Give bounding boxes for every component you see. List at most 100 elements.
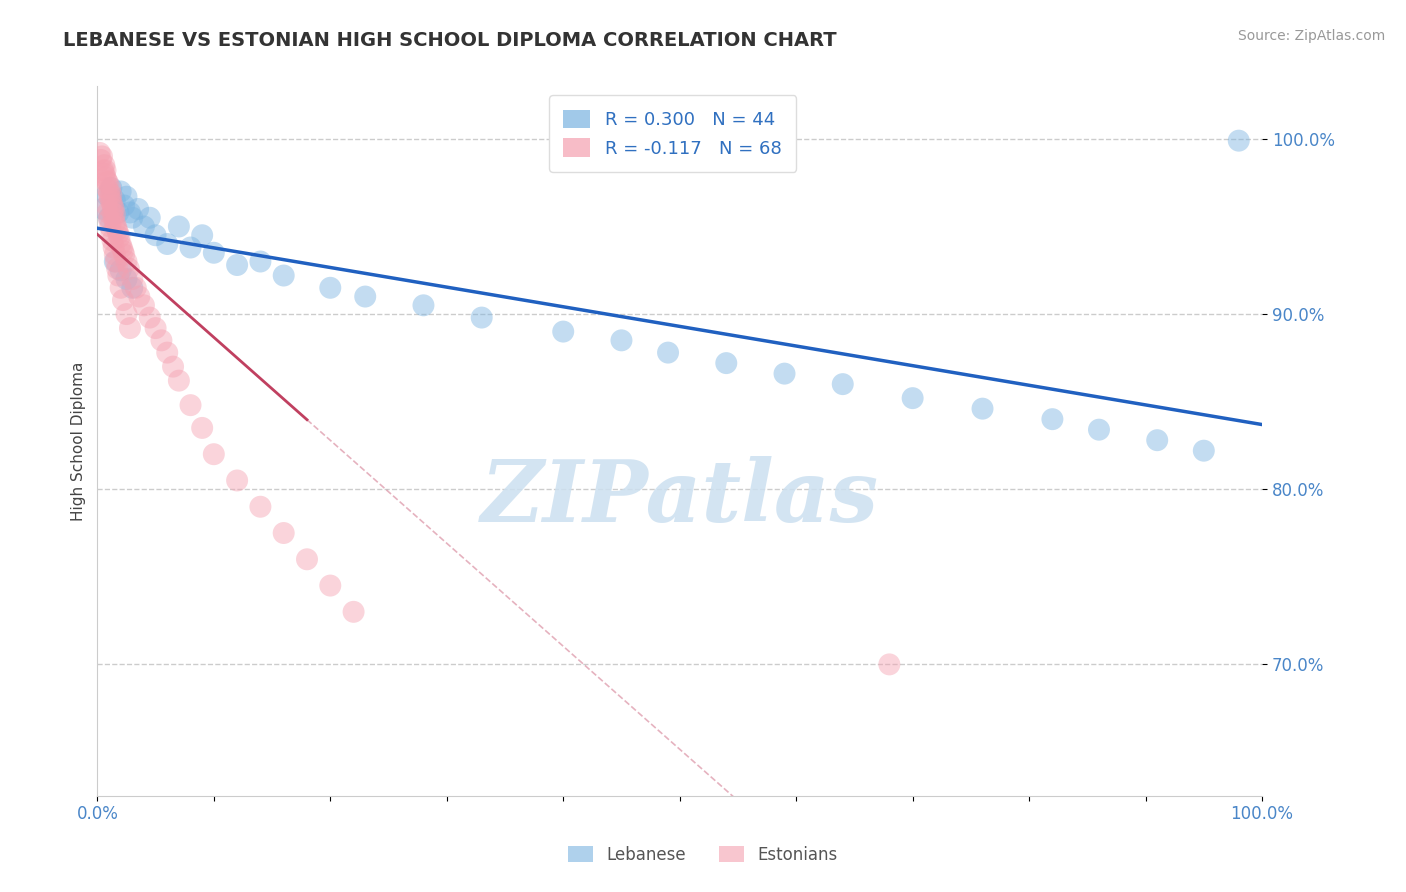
- Point: [104, 216, 127, 230]
- Point: [121, 272, 143, 286]
- Point: [101, 205, 124, 219]
- Point: [156, 237, 179, 252]
- Point: [132, 298, 155, 312]
- Point: [112, 198, 135, 212]
- Point: [319, 578, 342, 592]
- Point: [96, 174, 118, 188]
- Point: [103, 211, 125, 225]
- Point: [553, 325, 575, 339]
- Legend: R = 0.300   N = 44, R = -0.117   N = 68: R = 0.300 N = 44, R = -0.117 N = 68: [548, 95, 796, 172]
- Point: [354, 289, 377, 303]
- Point: [118, 205, 141, 219]
- Point: [831, 377, 853, 392]
- Text: Source: ZipAtlas.com: Source: ZipAtlas.com: [1237, 29, 1385, 43]
- Point: [101, 198, 124, 212]
- Point: [111, 293, 134, 307]
- Point: [115, 272, 138, 286]
- Point: [125, 281, 148, 295]
- Point: [101, 234, 124, 248]
- Point: [111, 244, 134, 258]
- Point: [180, 240, 202, 254]
- Point: [1227, 134, 1250, 148]
- Point: [273, 268, 295, 283]
- Point: [94, 170, 117, 185]
- Point: [191, 421, 214, 435]
- Point: [91, 202, 114, 216]
- Point: [273, 526, 295, 541]
- Point: [167, 374, 190, 388]
- Point: [145, 321, 167, 335]
- Point: [295, 552, 318, 566]
- Point: [162, 359, 184, 374]
- Point: [773, 367, 796, 381]
- Point: [100, 181, 122, 195]
- Point: [180, 398, 202, 412]
- Point: [191, 228, 214, 243]
- Point: [104, 193, 127, 207]
- Point: [202, 447, 225, 461]
- Point: [98, 181, 121, 195]
- Point: [94, 163, 117, 178]
- Point: [132, 219, 155, 234]
- Point: [91, 149, 114, 163]
- Point: [1192, 443, 1215, 458]
- Point: [96, 188, 118, 202]
- Point: [111, 240, 134, 254]
- Point: [110, 185, 132, 199]
- Point: [118, 261, 141, 276]
- Point: [202, 245, 225, 260]
- Point: [100, 188, 122, 202]
- Point: [342, 605, 364, 619]
- Point: [226, 258, 249, 272]
- Point: [103, 202, 125, 216]
- Point: [972, 401, 994, 416]
- Point: [128, 289, 150, 303]
- Point: [226, 474, 249, 488]
- Point: [98, 212, 121, 227]
- Point: [104, 207, 127, 221]
- Point: [108, 230, 131, 244]
- Point: [96, 181, 118, 195]
- Point: [471, 310, 494, 325]
- Point: [104, 247, 127, 261]
- Point: [100, 194, 122, 209]
- Point: [127, 202, 149, 216]
- Point: [657, 345, 679, 359]
- Point: [115, 254, 138, 268]
- Point: [249, 500, 271, 514]
- Point: [103, 240, 125, 254]
- Point: [107, 227, 129, 241]
- Point: [1146, 433, 1168, 447]
- Point: [167, 219, 190, 234]
- Text: LEBANESE VS ESTONIAN HIGH SCHOOL DIPLOMA CORRELATION CHART: LEBANESE VS ESTONIAN HIGH SCHOOL DIPLOMA…: [63, 31, 837, 50]
- Point: [121, 211, 143, 225]
- Point: [901, 391, 924, 405]
- Point: [112, 247, 135, 261]
- Point: [98, 211, 121, 225]
- Point: [90, 153, 112, 167]
- Point: [104, 254, 127, 268]
- Point: [93, 167, 115, 181]
- Y-axis label: High School Diploma: High School Diploma: [72, 361, 86, 521]
- Point: [98, 188, 121, 202]
- Point: [98, 219, 121, 234]
- Point: [139, 310, 162, 325]
- Point: [107, 205, 129, 219]
- Point: [93, 158, 115, 172]
- Point: [110, 263, 132, 277]
- Point: [879, 657, 901, 672]
- Point: [716, 356, 738, 370]
- Point: [98, 185, 121, 199]
- Point: [110, 237, 132, 252]
- Text: ZIPatlas: ZIPatlas: [481, 456, 879, 540]
- Point: [89, 145, 111, 160]
- Point: [97, 205, 120, 219]
- Point: [115, 307, 138, 321]
- Point: [97, 176, 120, 190]
- Point: [139, 211, 162, 225]
- Point: [98, 191, 121, 205]
- Point: [412, 298, 434, 312]
- Legend: Lebanese, Estonians: Lebanese, Estonians: [561, 839, 845, 871]
- Point: [145, 228, 167, 243]
- Point: [105, 223, 128, 237]
